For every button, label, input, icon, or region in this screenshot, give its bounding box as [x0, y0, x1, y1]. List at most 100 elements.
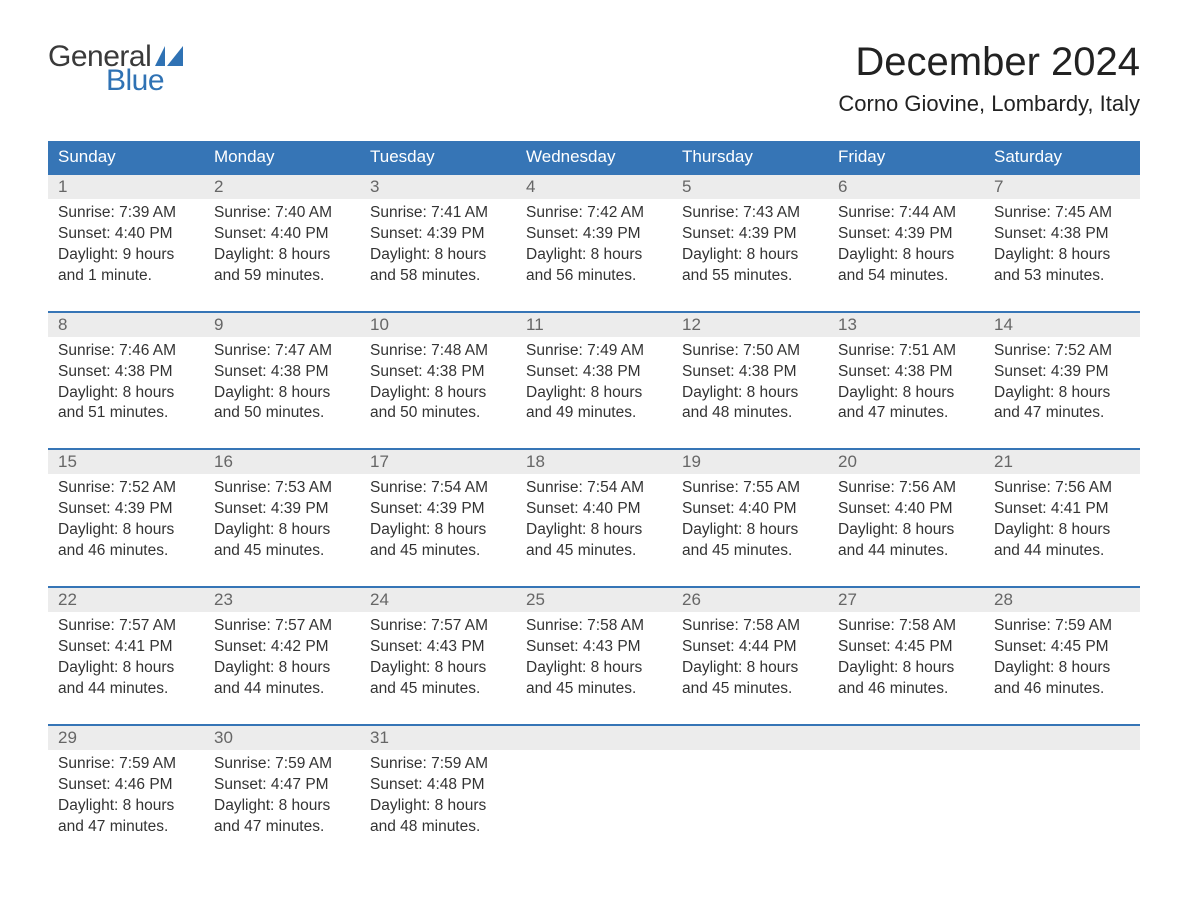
day-data-cell: Sunrise: 7:40 AMSunset: 4:40 PMDaylight:… — [204, 199, 360, 293]
daylight1-text: Daylight: 8 hours — [214, 796, 350, 817]
weeks-container: 1234567Sunrise: 7:39 AMSunset: 4:40 PMDa… — [48, 173, 1140, 843]
date-number-cell: 16 — [204, 450, 360, 474]
daylight2-text: and 48 minutes. — [682, 403, 818, 424]
day-data-cell: Sunrise: 7:57 AMSunset: 4:43 PMDaylight:… — [360, 612, 516, 706]
daylight1-text: Daylight: 8 hours — [214, 383, 350, 404]
daylight1-text: Daylight: 8 hours — [994, 245, 1130, 266]
day-data-cell: Sunrise: 7:57 AMSunset: 4:41 PMDaylight:… — [48, 612, 204, 706]
sunset-text: Sunset: 4:39 PM — [682, 224, 818, 245]
daylight2-text: and 44 minutes. — [58, 679, 194, 700]
sunrise-text: Sunrise: 7:59 AM — [214, 754, 350, 775]
daylight1-text: Daylight: 8 hours — [838, 245, 974, 266]
sunset-text: Sunset: 4:44 PM — [682, 637, 818, 658]
daylight2-text: and 44 minutes. — [994, 541, 1130, 562]
day-data-cell: Sunrise: 7:52 AMSunset: 4:39 PMDaylight:… — [984, 337, 1140, 431]
sunrise-text: Sunrise: 7:55 AM — [682, 478, 818, 499]
daylight1-text: Daylight: 8 hours — [214, 245, 350, 266]
date-number-cell: 9 — [204, 313, 360, 337]
week-row: 1234567Sunrise: 7:39 AMSunset: 4:40 PMDa… — [48, 173, 1140, 293]
daylight1-text: Daylight: 8 hours — [58, 383, 194, 404]
date-number-cell: 23 — [204, 588, 360, 612]
date-number-row: 15161718192021 — [48, 450, 1140, 474]
daylight1-text: Daylight: 8 hours — [370, 520, 506, 541]
day-data-cell: Sunrise: 7:50 AMSunset: 4:38 PMDaylight:… — [672, 337, 828, 431]
daylight1-text: Daylight: 8 hours — [526, 658, 662, 679]
sunrise-text: Sunrise: 7:49 AM — [526, 341, 662, 362]
sunrise-text: Sunrise: 7:54 AM — [526, 478, 662, 499]
daylight1-text: Daylight: 8 hours — [58, 796, 194, 817]
day-header-cell: Sunday — [48, 141, 204, 173]
date-number-cell: 26 — [672, 588, 828, 612]
date-number-cell: 20 — [828, 450, 984, 474]
sunrise-text: Sunrise: 7:39 AM — [58, 203, 194, 224]
day-data-cell: Sunrise: 7:44 AMSunset: 4:39 PMDaylight:… — [828, 199, 984, 293]
sunrise-text: Sunrise: 7:47 AM — [214, 341, 350, 362]
sunrise-text: Sunrise: 7:58 AM — [838, 616, 974, 637]
sunset-text: Sunset: 4:39 PM — [370, 499, 506, 520]
date-number-cell: 15 — [48, 450, 204, 474]
date-number-cell: 30 — [204, 726, 360, 750]
sunset-text: Sunset: 4:40 PM — [214, 224, 350, 245]
day-data-cell: Sunrise: 7:59 AMSunset: 4:48 PMDaylight:… — [360, 750, 516, 844]
sunrise-text: Sunrise: 7:57 AM — [58, 616, 194, 637]
day-data-cell: Sunrise: 7:42 AMSunset: 4:39 PMDaylight:… — [516, 199, 672, 293]
sunrise-text: Sunrise: 7:48 AM — [370, 341, 506, 362]
page-header: General Blue December 2024 Corno Giovine… — [48, 40, 1140, 117]
day-data-cell: Sunrise: 7:47 AMSunset: 4:38 PMDaylight:… — [204, 337, 360, 431]
date-number-cell — [984, 726, 1140, 750]
date-number-cell: 4 — [516, 175, 672, 199]
sunset-text: Sunset: 4:40 PM — [526, 499, 662, 520]
sunset-text: Sunset: 4:39 PM — [994, 362, 1130, 383]
day-header-cell: Saturday — [984, 141, 1140, 173]
daylight2-text: and 45 minutes. — [682, 679, 818, 700]
date-number-cell: 24 — [360, 588, 516, 612]
sunset-text: Sunset: 4:47 PM — [214, 775, 350, 796]
date-number-cell: 18 — [516, 450, 672, 474]
sunrise-text: Sunrise: 7:58 AM — [526, 616, 662, 637]
daylight2-text: and 45 minutes. — [526, 679, 662, 700]
daylight1-text: Daylight: 8 hours — [994, 520, 1130, 541]
daylight2-text: and 47 minutes. — [58, 817, 194, 838]
date-number-cell: 8 — [48, 313, 204, 337]
sunrise-text: Sunrise: 7:40 AM — [214, 203, 350, 224]
sunrise-text: Sunrise: 7:45 AM — [994, 203, 1130, 224]
date-number-cell: 14 — [984, 313, 1140, 337]
day-data-cell: Sunrise: 7:49 AMSunset: 4:38 PMDaylight:… — [516, 337, 672, 431]
daylight1-text: Daylight: 8 hours — [838, 658, 974, 679]
day-data-cell: Sunrise: 7:48 AMSunset: 4:38 PMDaylight:… — [360, 337, 516, 431]
daylight2-text: and 45 minutes. — [370, 541, 506, 562]
date-number-cell: 10 — [360, 313, 516, 337]
sunrise-text: Sunrise: 7:53 AM — [214, 478, 350, 499]
date-number-row: 22232425262728 — [48, 588, 1140, 612]
day-data-row: Sunrise: 7:57 AMSunset: 4:41 PMDaylight:… — [48, 612, 1140, 706]
daylight2-text: and 51 minutes. — [58, 403, 194, 424]
month-title: December 2024 — [838, 40, 1140, 85]
date-number-cell: 19 — [672, 450, 828, 474]
title-block: December 2024 Corno Giovine, Lombardy, I… — [838, 40, 1140, 117]
date-number-cell: 2 — [204, 175, 360, 199]
sunrise-text: Sunrise: 7:54 AM — [370, 478, 506, 499]
day-data-cell: Sunrise: 7:45 AMSunset: 4:38 PMDaylight:… — [984, 199, 1140, 293]
daylight1-text: Daylight: 8 hours — [838, 383, 974, 404]
day-header-cell: Thursday — [672, 141, 828, 173]
daylight1-text: Daylight: 8 hours — [58, 658, 194, 679]
date-number-cell: 13 — [828, 313, 984, 337]
date-number-cell: 1 — [48, 175, 204, 199]
daylight2-text: and 45 minutes. — [370, 679, 506, 700]
brand-text-blue: Blue — [106, 64, 187, 98]
date-number-cell: 5 — [672, 175, 828, 199]
calendar: SundayMondayTuesdayWednesdayThursdayFrid… — [48, 141, 1140, 843]
daylight2-text: and 45 minutes. — [682, 541, 818, 562]
daylight1-text: Daylight: 8 hours — [994, 383, 1130, 404]
sunrise-text: Sunrise: 7:46 AM — [58, 341, 194, 362]
date-number-cell: 12 — [672, 313, 828, 337]
sunrise-text: Sunrise: 7:51 AM — [838, 341, 974, 362]
sunset-text: Sunset: 4:43 PM — [370, 637, 506, 658]
date-number-cell: 11 — [516, 313, 672, 337]
daylight2-text: and 44 minutes. — [838, 541, 974, 562]
daylight1-text: Daylight: 8 hours — [370, 383, 506, 404]
date-number-cell: 6 — [828, 175, 984, 199]
date-number-cell: 25 — [516, 588, 672, 612]
date-number-cell: 31 — [360, 726, 516, 750]
sunset-text: Sunset: 4:39 PM — [526, 224, 662, 245]
